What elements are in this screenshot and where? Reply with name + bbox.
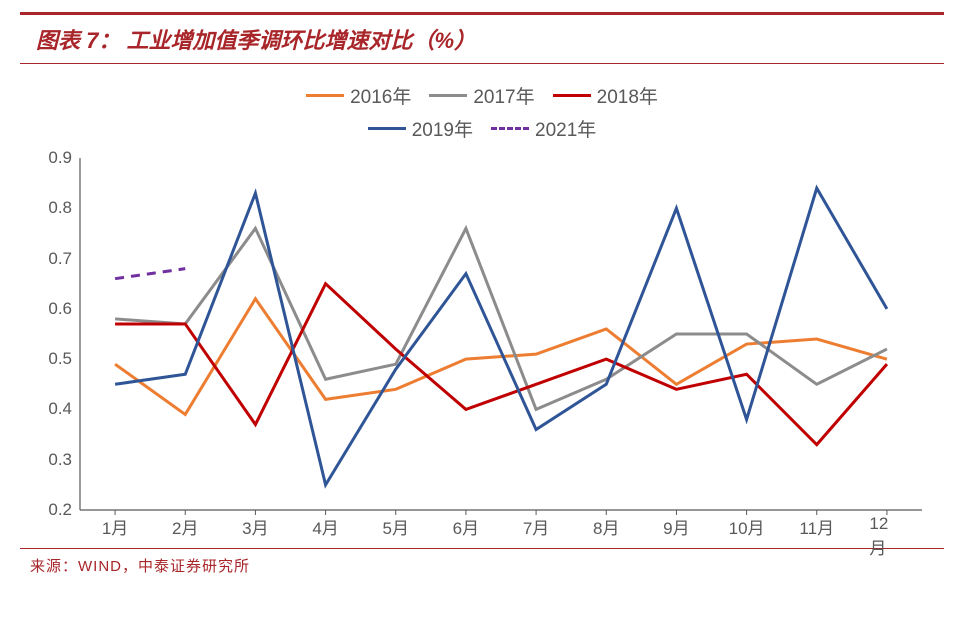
x-axis-label: 1月 [102,514,128,539]
legend-label: 2021年 [535,115,596,142]
legend-item: 2021年 [491,115,596,142]
source-text: 来源：WIND，中泰证券研究所 [30,558,250,575]
title-bar: 图表 7： 工业增加值季调环比增速对比（%） [20,12,944,64]
legend-swatch [306,94,344,97]
x-axis-label: 10月 [729,514,765,539]
x-axis-label: 2月 [172,514,198,539]
legend-item: 2017年 [429,82,534,109]
legend-label: 2016年 [350,82,411,109]
series-line [115,269,185,279]
x-axis-label: 12月 [869,514,904,559]
chart-title: 图表 7： 工业增加值季调环比增速对比（%） [36,28,476,53]
legend-label: 2019年 [412,115,473,142]
legend-swatch [491,127,529,130]
x-axis-label: 4月 [312,514,338,539]
x-axis-label: 8月 [593,514,619,539]
legend: 2016年 2017年 2018年 2019年 2021年 [202,82,762,142]
x-axis-label: 5月 [383,514,409,539]
y-axis: 0.20.30.40.50.60.70.80.9 [30,158,78,510]
legend-label: 2018年 [597,82,658,109]
x-axis-label: 6月 [453,514,479,539]
plot-svg [80,158,922,510]
legend-swatch [553,94,591,97]
source-bar: 来源：WIND，中泰证券研究所 [20,548,944,582]
legend-item: 2016年 [306,82,411,109]
chart-area: 0.20.30.40.50.60.70.80.9 1月 2月 3月 4月 5月 6月 7月 8… [30,150,934,540]
series-line [115,284,887,445]
x-axis-label: 3月 [242,514,268,539]
legend-item: 2019年 [368,115,473,142]
legend-label: 2017年 [473,82,534,109]
legend-item: 2018年 [553,82,658,109]
x-axis: 1月2月3月4月5月6月7月8月9月10月11月12月 [80,510,922,540]
x-axis-label: 7月 [523,514,549,539]
chart-figure: 图表 7： 工业增加值季调环比增速对比（%） 2016年2017年2018年20… [0,12,964,623]
x-axis-label: 11月 [799,514,834,539]
legend-swatch [429,94,467,97]
legend-swatch [368,127,406,130]
plot-area [80,158,922,510]
x-axis-label: 9月 [663,514,689,539]
